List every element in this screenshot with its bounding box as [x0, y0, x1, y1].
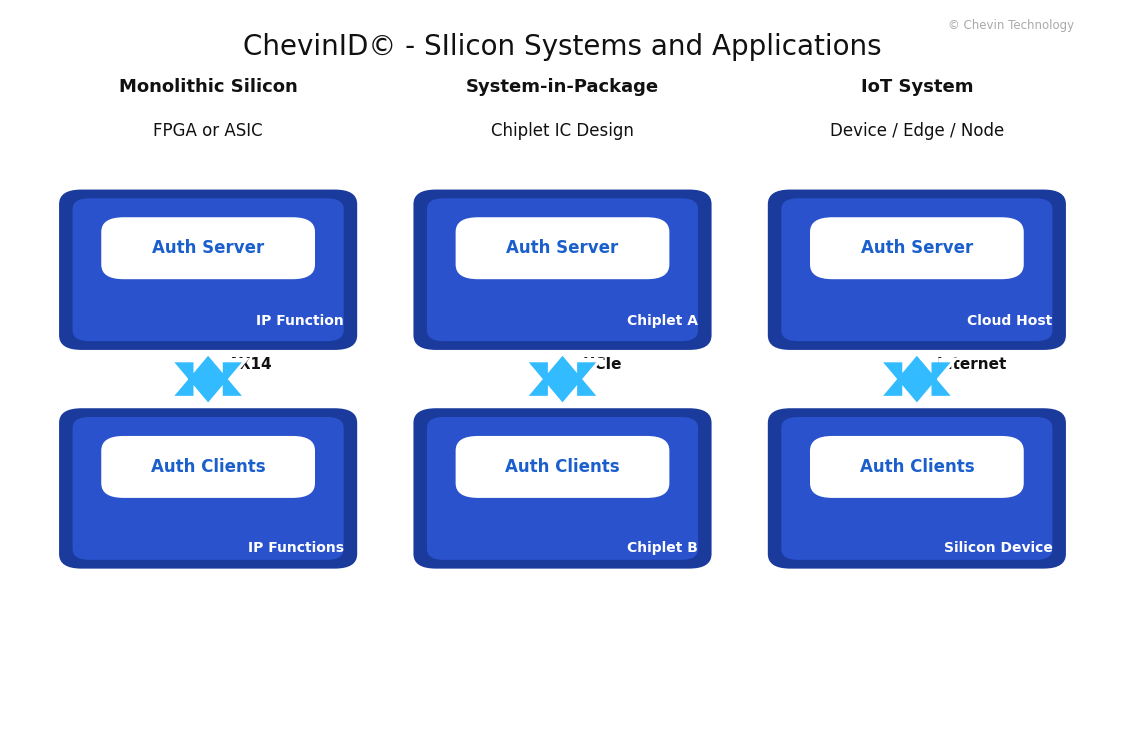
Polygon shape	[174, 356, 242, 402]
Text: Auth Server: Auth Server	[506, 239, 619, 257]
Polygon shape	[883, 356, 951, 402]
Text: AX14: AX14	[228, 357, 273, 372]
FancyBboxPatch shape	[810, 436, 1024, 498]
Text: Auth Clients: Auth Clients	[151, 458, 266, 476]
Text: IP Function: IP Function	[256, 314, 344, 328]
FancyBboxPatch shape	[58, 190, 358, 350]
Text: Auth Server: Auth Server	[861, 239, 973, 257]
Polygon shape	[521, 351, 604, 407]
FancyBboxPatch shape	[767, 408, 1065, 569]
FancyBboxPatch shape	[810, 217, 1024, 279]
FancyBboxPatch shape	[781, 417, 1052, 560]
Polygon shape	[529, 356, 596, 402]
FancyBboxPatch shape	[72, 417, 344, 560]
Text: Chiplet B: Chiplet B	[628, 542, 699, 555]
Text: Cloud Host: Cloud Host	[968, 314, 1052, 328]
Text: System-in-Package: System-in-Package	[466, 79, 659, 96]
Text: Internet: Internet	[937, 357, 1008, 372]
FancyBboxPatch shape	[428, 417, 699, 560]
FancyBboxPatch shape	[781, 198, 1052, 341]
FancyBboxPatch shape	[101, 436, 315, 498]
Polygon shape	[875, 351, 958, 407]
FancyBboxPatch shape	[456, 436, 669, 498]
Text: Device / Edge / Node: Device / Edge / Node	[830, 122, 1004, 140]
Text: Chiplet A: Chiplet A	[627, 314, 699, 328]
Text: IoT System: IoT System	[861, 79, 973, 96]
Text: IP Functions: IP Functions	[248, 542, 344, 555]
Text: Chiplet IC Design: Chiplet IC Design	[490, 122, 634, 140]
Text: UCIe: UCIe	[583, 357, 622, 372]
Text: ChevinID© - SIlicon Systems and Applications: ChevinID© - SIlicon Systems and Applicat…	[243, 34, 882, 61]
FancyBboxPatch shape	[428, 198, 699, 341]
FancyBboxPatch shape	[101, 217, 315, 279]
Text: Auth Server: Auth Server	[152, 239, 264, 257]
Text: FPGA or ASIC: FPGA or ASIC	[153, 122, 263, 140]
Text: © Chevin Technology: © Chevin Technology	[948, 19, 1074, 32]
Text: Auth Clients: Auth Clients	[505, 458, 620, 476]
Text: Silicon Device: Silicon Device	[944, 542, 1052, 555]
FancyBboxPatch shape	[456, 217, 669, 279]
Text: Monolithic Silicon: Monolithic Silicon	[119, 79, 297, 96]
FancyBboxPatch shape	[767, 190, 1065, 350]
Polygon shape	[166, 351, 250, 407]
FancyBboxPatch shape	[58, 408, 358, 569]
Text: Auth Clients: Auth Clients	[860, 458, 974, 476]
FancyBboxPatch shape	[414, 190, 712, 350]
FancyBboxPatch shape	[72, 198, 344, 341]
FancyBboxPatch shape	[414, 408, 712, 569]
